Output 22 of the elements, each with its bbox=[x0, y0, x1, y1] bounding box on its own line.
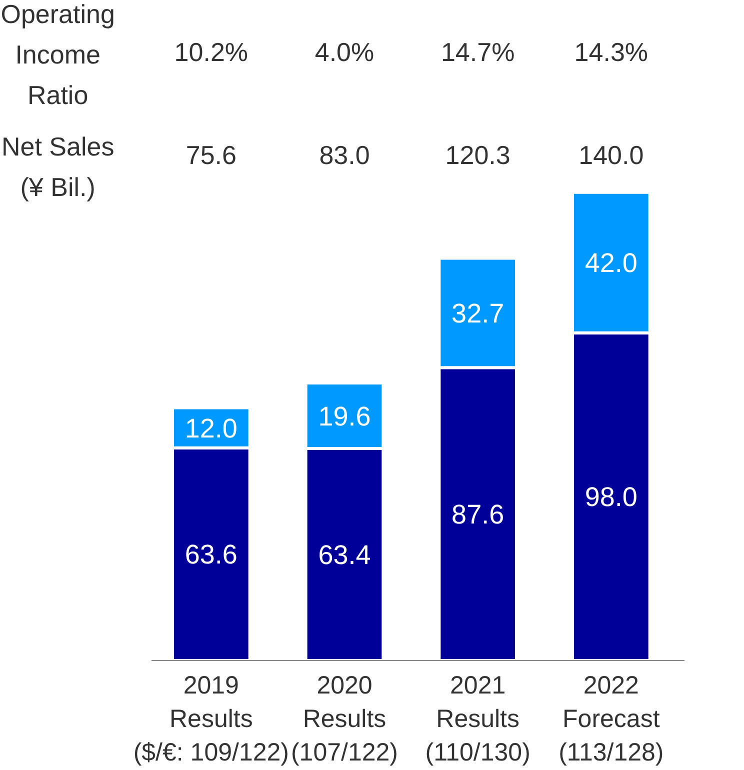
text: 4.0% bbox=[314, 36, 374, 67]
text: 83.0 bbox=[319, 140, 370, 170]
data-label: 19.6 bbox=[318, 401, 371, 432]
data-label: 32.7 bbox=[452, 298, 504, 328]
text: 75.6 bbox=[186, 140, 236, 170]
x-tick-label: 2021 Results (110/130) bbox=[425, 672, 530, 767]
text: 120.3 bbox=[445, 140, 510, 170]
data-label: 12.0 bbox=[184, 413, 238, 444]
data-label: 98.0 bbox=[584, 482, 638, 512]
text: Net Sales (¥ Bil.) bbox=[1, 131, 114, 202]
data-label: 63.4 bbox=[318, 540, 371, 570]
text: 14.7% bbox=[440, 36, 515, 67]
text: Operating Income Ratio bbox=[0, 0, 115, 110]
x-tick-label: 2022 Forecast (113/128) bbox=[558, 672, 664, 767]
x-tick-label: 2019 Results ($/€: 109/122) bbox=[133, 672, 290, 767]
text: 14.3% bbox=[574, 36, 648, 67]
x-tick-label: 2020 Results (107/122) bbox=[290, 672, 398, 767]
text: 140.0 bbox=[578, 140, 644, 170]
data-label: 63.6 bbox=[184, 540, 238, 570]
data-label: 42.0 bbox=[584, 248, 638, 278]
text: 10.2% bbox=[174, 36, 248, 67]
data-label: 87.6 bbox=[452, 500, 504, 530]
